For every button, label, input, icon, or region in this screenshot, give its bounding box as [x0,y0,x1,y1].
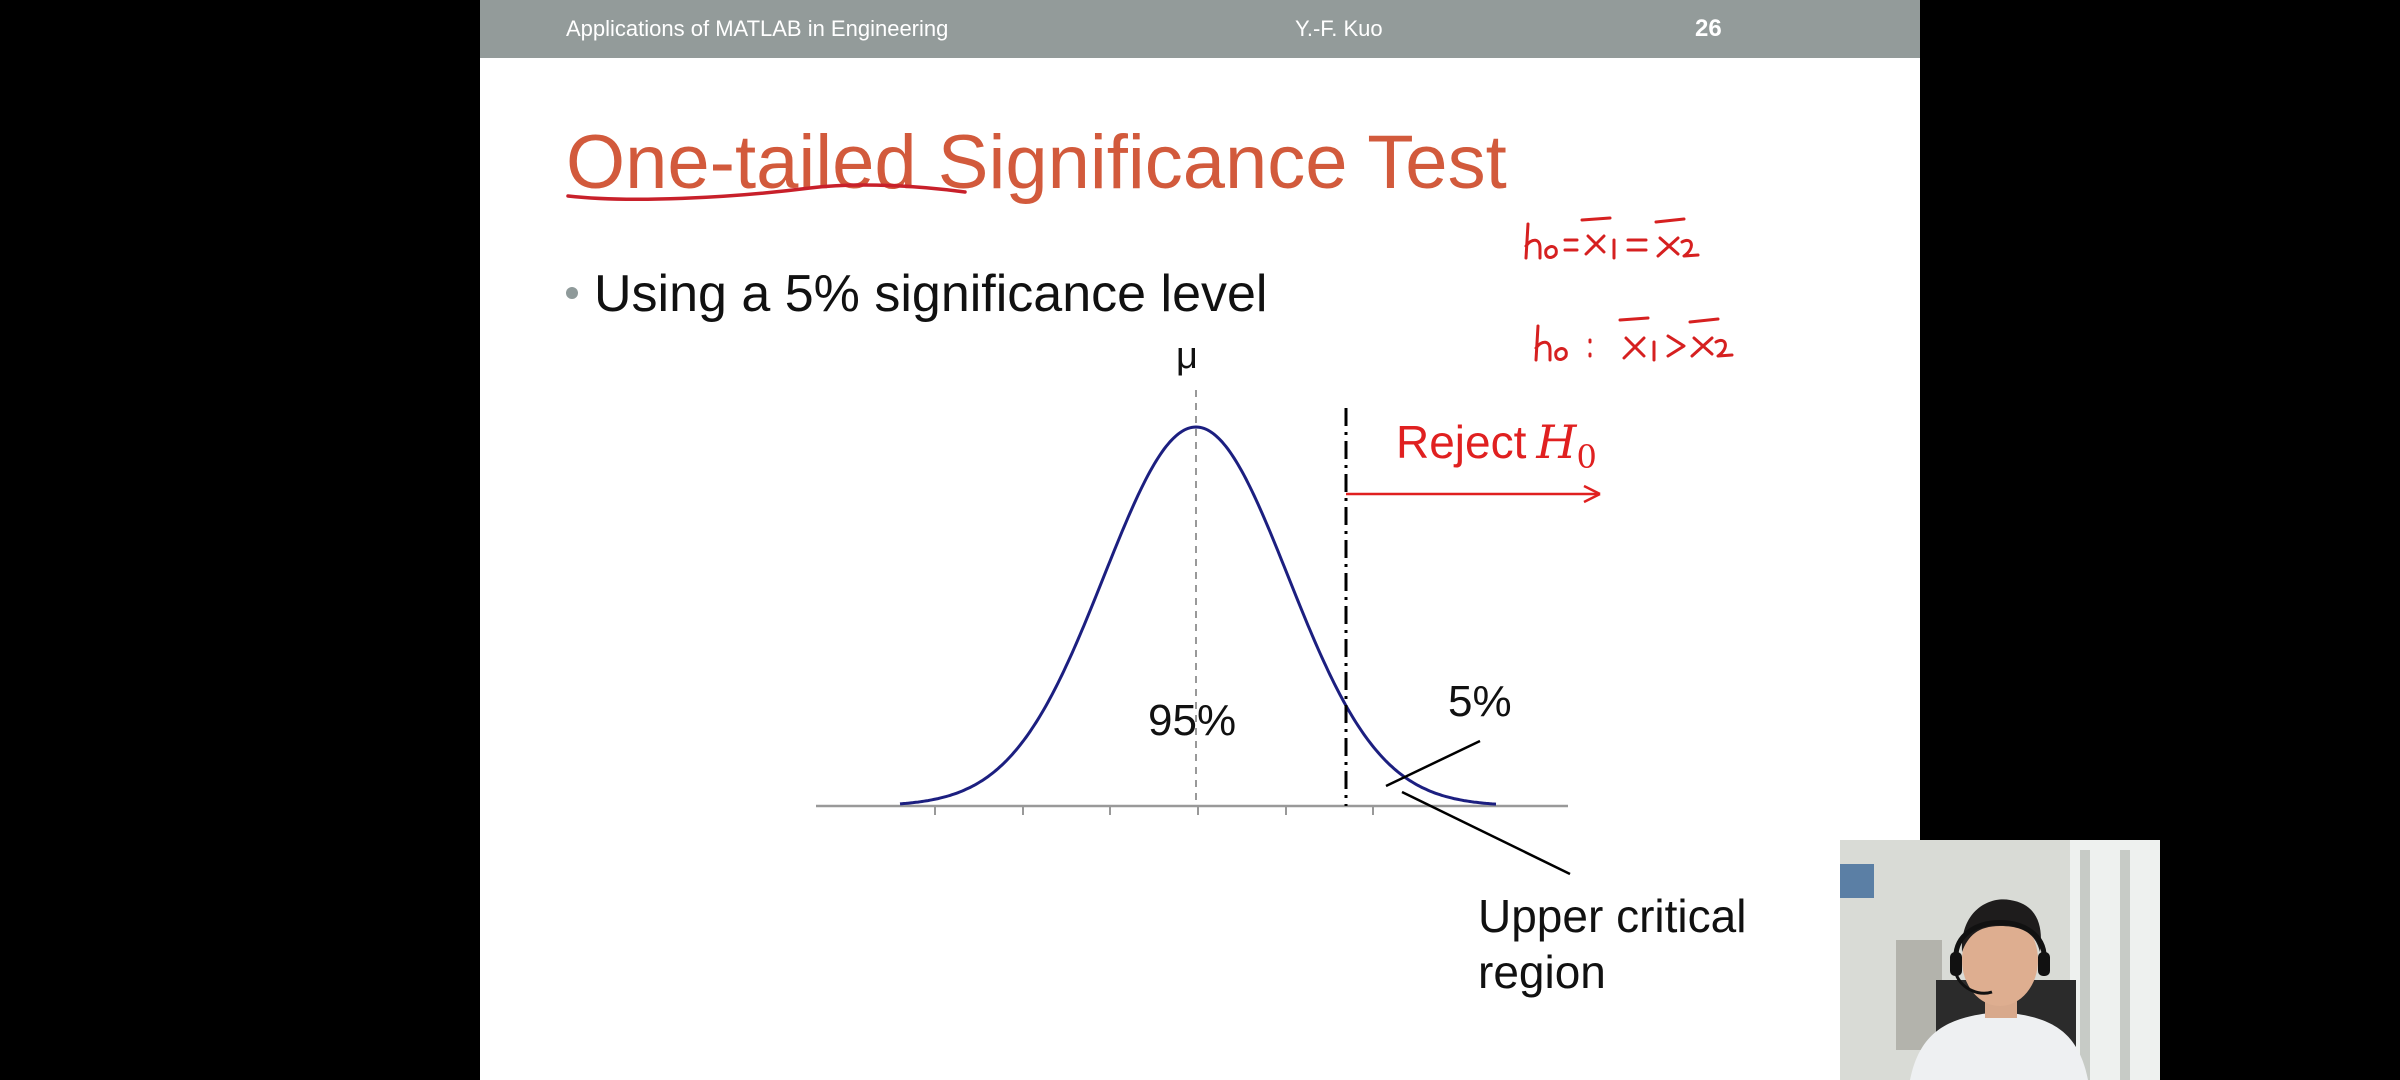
center-area-label: 95% [1148,696,1236,745]
slide-header: Applications of MATLAB in Engineering Y.… [480,0,1920,58]
ink-h [1524,222,1542,260]
ink-0 [1544,245,1558,259]
bullet-text: Using a 5% significance level [594,265,1268,323]
pen-underline-stroke [566,183,967,202]
bullet-item: Using a 5% significance level [566,263,1267,325]
webcam-person-hair [1961,899,2041,952]
webcam-poster [1840,864,1874,898]
ink-2 [1680,239,1700,258]
ink-2 [1714,339,1734,358]
headset-icon [1953,920,2047,961]
ink-0 [1554,347,1568,361]
ink-xbar [1654,217,1686,258]
webcam-person-face [1962,914,2038,1006]
slide-title: One-tailed Significance Test [566,120,1507,205]
reject-h: H [1535,415,1577,469]
presenter-webcam [1840,840,2160,1080]
normal-distribution-figure: μ Reject H0 95% 5% Upper critical region [566,183,1746,998]
reject-word: Reject [1396,416,1527,468]
tail-area-label: 5% [1448,677,1512,726]
region-label-line1: Upper critical [1478,890,1746,942]
headset-earcup-icon [1950,952,1962,976]
webcam-person-shirt [1910,1012,2088,1080]
headset-mic-icon [1954,973,1993,995]
region-label-line2: region [1478,946,1606,998]
bullet-dot-icon [566,287,578,300]
bell-curve [899,425,1497,806]
headset-earcup-icon [2038,952,2050,976]
reject-h-subscript: 0 [1577,438,1597,476]
webcam-cabinet [1896,940,1942,1050]
webcam-window-frame [2080,850,2090,1080]
page-number: 26 [1695,15,1722,42]
reject-label: Reject H0 [1396,415,1597,476]
ink-xbar [1618,316,1650,360]
author-name: Y.-F. Kuo [1295,16,1383,41]
webcam-window-frame [2120,850,2130,1080]
course-title: Applications of MATLAB in Engineering [566,16,949,41]
ink-xbar [1688,317,1720,358]
region-leader-line [1401,790,1571,876]
reject-arrow-head-icon [1583,484,1601,504]
tail-leader-line [1385,739,1481,788]
ink-h [1534,324,1552,362]
ink-xbar [1580,216,1612,256]
handwritten-annotation [1524,216,1734,362]
ink-equals [1563,238,1579,252]
mean-label: μ [1176,335,1198,377]
ink-equals [1626,238,1648,252]
webcam-frame [1840,840,2160,1080]
axis-ticks [934,806,1374,815]
ink-greater [1666,334,1686,358]
slide: Applications of MATLAB in Engineering Y.… [480,0,1920,1080]
